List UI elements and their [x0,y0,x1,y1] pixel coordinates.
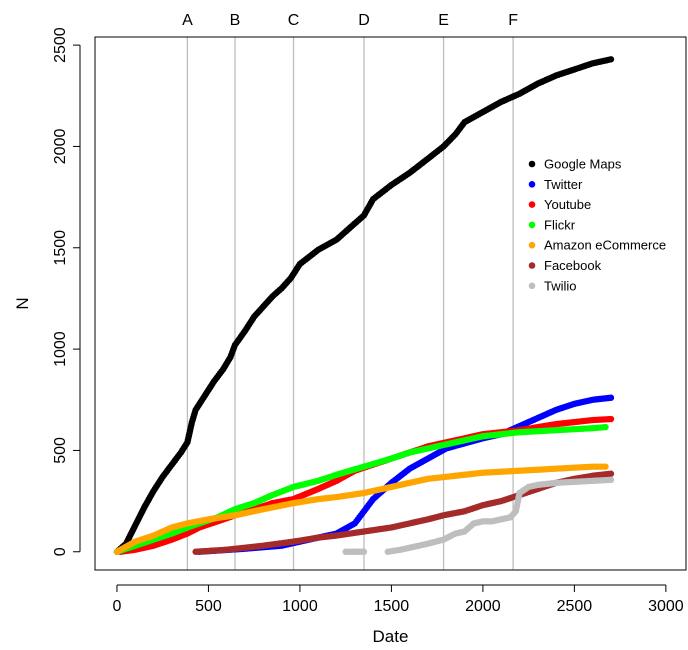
legend-label: Facebook [544,258,602,273]
legend-marker [528,201,536,208]
data-point [607,415,615,423]
legend-marker [528,241,536,249]
x-axis: 0 500 1000 1500 2000 2500 3000 [113,584,684,615]
legend-label: Flickr [544,217,576,232]
y-tick-label: 1500 [52,230,69,266]
legend-marker [528,221,536,229]
series-twilio [342,476,615,555]
data-point [602,423,609,431]
event-label-b: B [230,12,241,29]
series-layer [113,56,615,555]
series-google-maps [113,56,615,555]
legend-label: Youtube [544,197,591,212]
legend-label: Amazon eCommerce [544,238,666,253]
data-point [607,470,615,477]
event-label-e: E [438,12,449,29]
series-amazon-ecommerce [113,463,609,555]
legend-marker [528,181,536,188]
x-tick-label: 1500 [374,598,410,615]
legend-marker [528,262,536,269]
y-tick-label: 1000 [52,331,69,367]
event-label-d: D [358,12,370,29]
y-tick-label: 2500 [52,27,69,63]
legend-label: Google Maps [544,157,622,172]
data-point [607,394,615,401]
x-tick-label: 1000 [282,598,318,615]
event-label-c: C [288,12,300,29]
event-label-a: A [182,12,193,29]
data-point [602,463,609,470]
x-tick-label: 2500 [557,598,593,615]
x-axis-title: Date [373,627,409,646]
event-lines: A B C D E F [182,12,518,570]
x-tick-label: 3000 [648,598,684,615]
y-tick-label: 0 [52,547,69,556]
legend-marker [528,282,536,290]
y-tick-label: 2000 [52,129,69,165]
y-axis-title: N [13,297,32,309]
x-tick-label: 500 [195,598,222,615]
legend-marker [528,160,536,168]
legend-label: Twitter [544,177,583,192]
x-tick-label: 2000 [465,598,501,615]
legend-label: Twilio [544,278,577,293]
legend: Google Maps Twitter Youtube Flickr Amazon eC… [528,157,666,293]
x-tick-label: 0 [113,598,122,615]
data-point [360,548,368,555]
y-axis: 0 500 1000 1500 2000 2500 [52,27,81,556]
plot-frame [94,36,687,571]
data-point [607,476,615,484]
data-point [607,56,615,63]
event-label-f: F [508,12,518,29]
y-tick-label: 500 [52,437,69,464]
series-twitter [196,394,615,555]
